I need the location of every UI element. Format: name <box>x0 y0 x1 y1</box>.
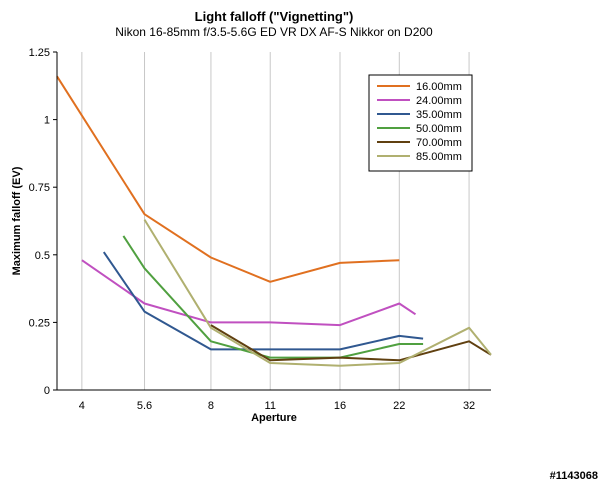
series-line-85.00mm <box>143 219 492 367</box>
y-tick-label: 1 <box>44 115 50 127</box>
y-tick-label: 0.25 <box>29 317 50 329</box>
legend-label: 16.00mm <box>416 81 462 93</box>
series-line-35.00mm <box>102 251 424 351</box>
legend-label: 70.00mm <box>416 137 462 149</box>
legend: 16.00mm 24.00mm 35.00mm 50.00mm 70.00mm 85.00… <box>368 74 473 172</box>
axis-layer: 0 0.25 0.5 0.75 1 1.25 4 5.6 8 11 16 22 32 <box>29 47 491 412</box>
y-tick-label: 0.5 <box>35 250 50 262</box>
legend-label: 35.00mm <box>416 109 462 121</box>
watermark-id: #1143068 <box>549 470 598 482</box>
y-tick-label: 1.25 <box>29 47 50 59</box>
legend-label: 24.00mm <box>416 95 462 107</box>
series-line-50.00mm <box>122 235 424 359</box>
y-axis-label: Maximum falloff (EV) <box>11 166 23 276</box>
series-line-16.00mm <box>56 75 400 283</box>
legend-label: 50.00mm <box>416 123 462 135</box>
x-tick-label: 16 <box>334 400 346 412</box>
x-axis-label: Aperture <box>251 412 297 424</box>
y-tick-label: 0.75 <box>29 182 50 194</box>
x-tick-label: 5.6 <box>137 400 152 412</box>
series-line-70.00mm <box>210 324 492 362</box>
x-tick-label: 4 <box>79 400 85 412</box>
series-layer <box>56 75 492 367</box>
x-tick-label: 32 <box>463 400 475 412</box>
chart-title: Light falloff ("Vignetting") <box>194 9 354 24</box>
chart-subtitle: Nikon 16-85mm f/3.5-5.6G ED VR DX AF-S N… <box>115 25 433 39</box>
x-tick-label: 11 <box>265 400 276 412</box>
x-tick-label: 22 <box>393 400 405 412</box>
y-tick-label: 0 <box>44 385 50 397</box>
x-tick-label: 8 <box>208 400 214 412</box>
legend-label: 85.00mm <box>416 151 462 163</box>
series-line-24.00mm <box>81 259 417 327</box>
